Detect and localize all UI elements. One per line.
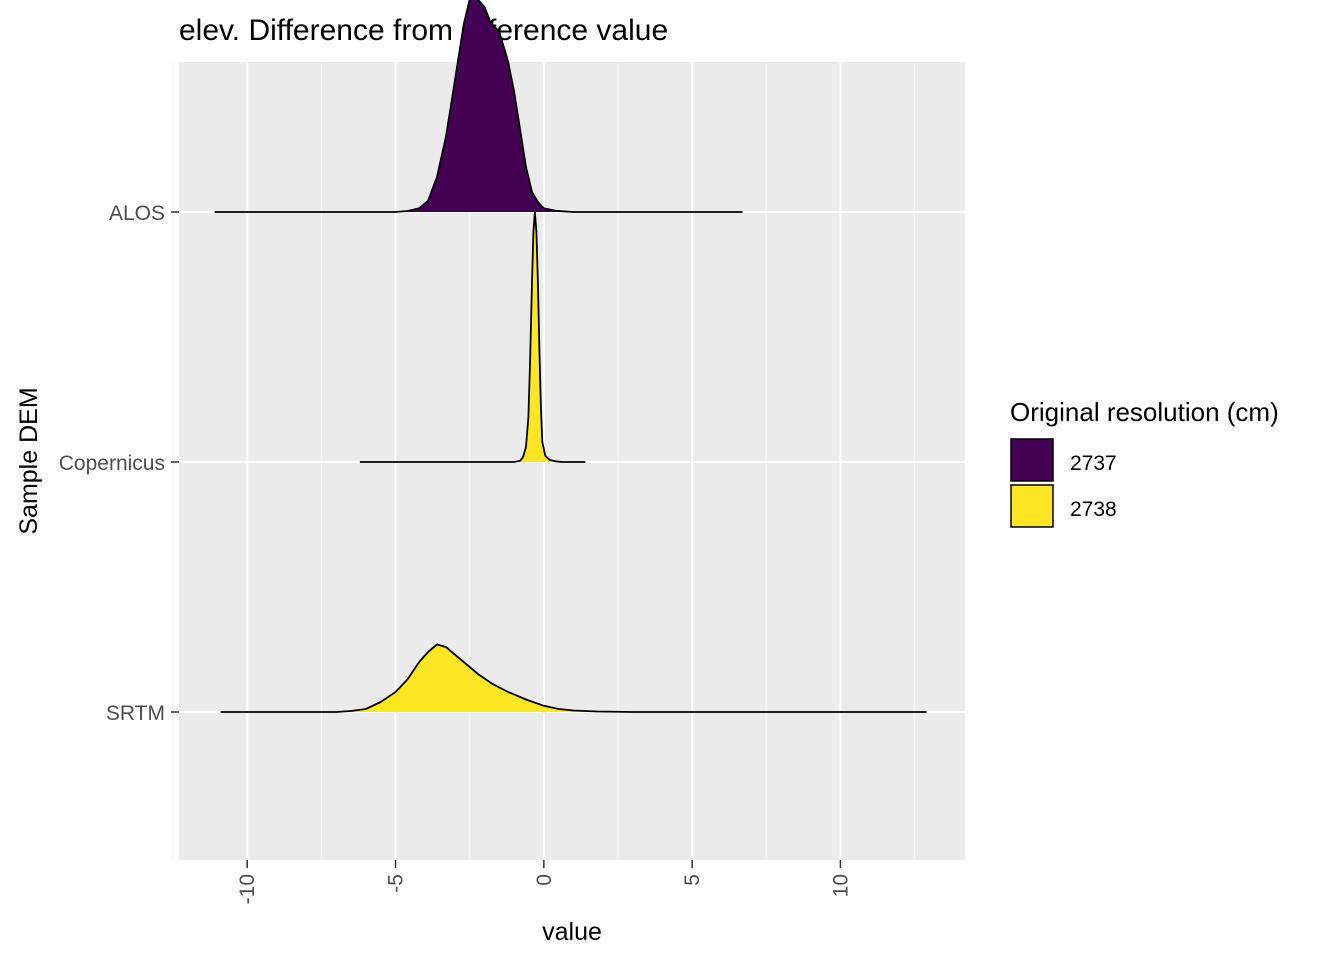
y-axis-label: Sample DEM	[15, 387, 43, 534]
legend: Original resolution (cm) 2737 2738	[1010, 397, 1279, 528]
legend-key-2738	[1010, 484, 1054, 528]
ridge-fill-alos	[214, 0, 743, 212]
chart-title: elev. Difference from reference value	[179, 14, 668, 47]
legend-label-2738: 2738	[1070, 498, 1117, 521]
x-tick-label-0: -10	[236, 874, 259, 904]
x-tick-label-4: 10	[829, 874, 852, 897]
y-tick-label-0: ALOS	[109, 202, 165, 225]
y-tick-label-2: SRTM	[106, 702, 165, 725]
legend-label-2737: 2737	[1070, 452, 1117, 475]
legend-title: Original resolution (cm)	[1010, 397, 1279, 427]
legend-key-2737	[1010, 438, 1054, 482]
ridge-outline-alos	[214, 0, 743, 213]
x-axis: -10 -5 0 5 10	[236, 860, 852, 904]
x-axis-label: value	[542, 918, 602, 946]
x-tick-label-2: 0	[533, 874, 556, 886]
ridge-outline-srtm	[220, 643, 927, 713]
x-tick-label-3: 5	[681, 874, 704, 886]
x-tick-label-1: -5	[385, 874, 408, 893]
density-ridges	[214, 0, 927, 713]
y-axis: ALOS Copernicus SRTM	[59, 202, 179, 725]
ridge-fill-srtm	[220, 644, 927, 712]
y-tick-label-1: Copernicus	[59, 452, 165, 475]
ridge-outline-copernicus	[359, 211, 586, 463]
